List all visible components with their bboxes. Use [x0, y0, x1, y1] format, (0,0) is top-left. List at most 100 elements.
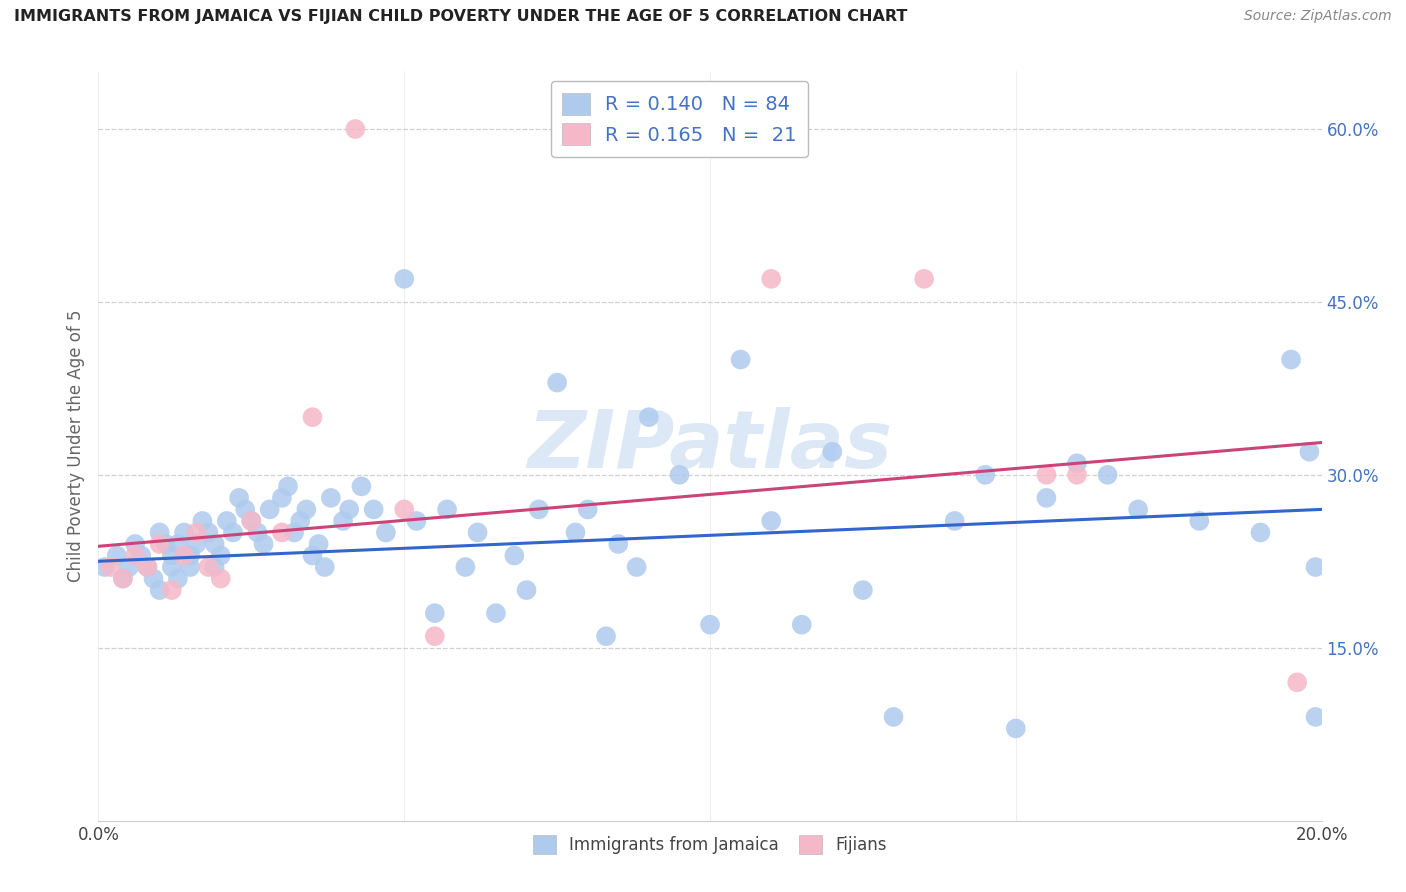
- Point: [290, 514, 312, 528]
- Point: [392, 272, 416, 286]
- Point: [332, 514, 354, 528]
- Point: [295, 502, 318, 516]
- Point: [1128, 502, 1150, 516]
- Point: [1305, 560, 1327, 574]
- Point: [363, 502, 385, 516]
- Point: [160, 549, 183, 563]
- Point: [160, 560, 183, 574]
- Point: [301, 410, 323, 425]
- Point: [485, 606, 508, 620]
- Point: [155, 537, 177, 551]
- Point: [1249, 525, 1271, 540]
- Point: [1035, 467, 1057, 482]
- Point: [100, 560, 122, 574]
- Point: [1035, 491, 1057, 505]
- Point: [1004, 722, 1026, 736]
- Point: [209, 572, 232, 586]
- Point: [173, 525, 195, 540]
- Point: [111, 572, 134, 586]
- Point: [730, 352, 752, 367]
- Point: [974, 467, 997, 482]
- Point: [259, 502, 281, 516]
- Point: [186, 525, 208, 540]
- Point: [270, 491, 292, 505]
- Point: [1286, 675, 1309, 690]
- Point: [668, 467, 690, 482]
- Point: [576, 502, 599, 516]
- Point: [252, 537, 274, 551]
- Point: [374, 525, 396, 540]
- Point: [283, 525, 305, 540]
- Point: [204, 560, 226, 574]
- Point: [1097, 467, 1119, 482]
- Point: [1066, 467, 1088, 482]
- Point: [167, 537, 190, 551]
- Text: IMMIGRANTS FROM JAMAICA VS FIJIAN CHILD POVERTY UNDER THE AGE OF 5 CORRELATION C: IMMIGRANTS FROM JAMAICA VS FIJIAN CHILD …: [14, 9, 907, 24]
- Y-axis label: Child Poverty Under the Age of 5: Child Poverty Under the Age of 5: [66, 310, 84, 582]
- Point: [503, 549, 526, 563]
- Point: [759, 272, 782, 286]
- Point: [240, 514, 263, 528]
- Point: [883, 710, 905, 724]
- Point: [1066, 456, 1088, 470]
- Point: [215, 514, 238, 528]
- Point: [943, 514, 966, 528]
- Point: [912, 272, 935, 286]
- Point: [277, 479, 299, 493]
- Point: [337, 502, 360, 516]
- Point: [179, 549, 201, 563]
- Point: [136, 560, 159, 574]
- Point: [228, 491, 250, 505]
- Point: [270, 525, 292, 540]
- Point: [423, 629, 446, 643]
- Point: [149, 525, 172, 540]
- Point: [111, 572, 134, 586]
- Point: [173, 549, 195, 563]
- Point: [467, 525, 489, 540]
- Point: [1279, 352, 1302, 367]
- Point: [1305, 710, 1327, 724]
- Point: [246, 525, 269, 540]
- Point: [852, 583, 875, 598]
- Point: [160, 583, 183, 598]
- Point: [191, 514, 214, 528]
- Point: [149, 537, 172, 551]
- Point: [516, 583, 538, 598]
- Point: [314, 560, 336, 574]
- Point: [405, 514, 427, 528]
- Point: [167, 572, 190, 586]
- Point: [344, 122, 367, 136]
- Point: [204, 537, 226, 551]
- Point: [790, 617, 813, 632]
- Point: [607, 537, 630, 551]
- Point: [759, 514, 782, 528]
- Point: [546, 376, 568, 390]
- Point: [93, 560, 115, 574]
- Point: [179, 560, 201, 574]
- Point: [209, 549, 232, 563]
- Legend: Immigrants from Jamaica, Fijians: Immigrants from Jamaica, Fijians: [526, 829, 894, 861]
- Point: [124, 549, 146, 563]
- Point: [454, 560, 477, 574]
- Point: [233, 502, 256, 516]
- Point: [222, 525, 245, 540]
- Point: [637, 410, 661, 425]
- Point: [436, 502, 458, 516]
- Point: [308, 537, 330, 551]
- Point: [124, 537, 146, 551]
- Point: [564, 525, 586, 540]
- Point: [105, 549, 128, 563]
- Point: [821, 444, 844, 458]
- Point: [350, 479, 373, 493]
- Text: Source: ZipAtlas.com: Source: ZipAtlas.com: [1244, 9, 1392, 23]
- Point: [699, 617, 721, 632]
- Point: [149, 583, 172, 598]
- Point: [319, 491, 342, 505]
- Text: ZIPatlas: ZIPatlas: [527, 407, 893, 485]
- Point: [1188, 514, 1211, 528]
- Point: [186, 537, 208, 551]
- Point: [301, 549, 323, 563]
- Point: [142, 572, 165, 586]
- Point: [197, 560, 219, 574]
- Point: [240, 514, 263, 528]
